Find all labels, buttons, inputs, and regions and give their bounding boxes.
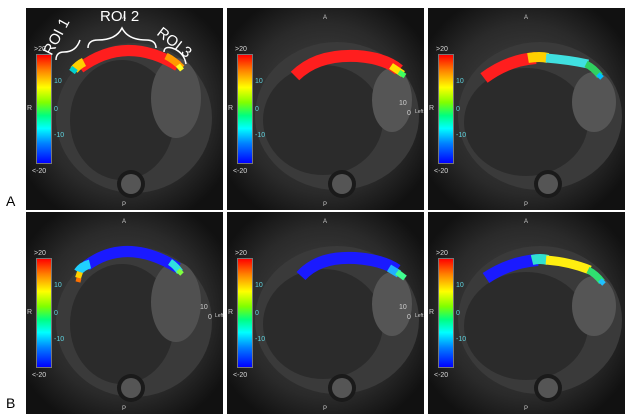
scale-zero-label: 0 bbox=[208, 314, 212, 321]
colorbar-neg10-label: -10 bbox=[456, 336, 467, 343]
mri-image-a2 bbox=[227, 8, 424, 210]
colorbar bbox=[36, 258, 52, 368]
anterior-label: A bbox=[122, 15, 127, 21]
colorbar-bottom-label: <-20 bbox=[434, 372, 449, 379]
posterior-label: P bbox=[323, 406, 328, 412]
colorbar-bottom-label: <-20 bbox=[233, 372, 248, 379]
r-label: R bbox=[228, 105, 234, 112]
colorbar-0-label: 0 bbox=[255, 106, 259, 113]
roi2-label: ROI 2 bbox=[100, 8, 140, 25]
panel-a1: >20 10 0 -10 <-20 R A P ROI 1 ROI 2 ROI … bbox=[26, 8, 223, 210]
panel-a3: >20 10 0 -10 <-20 R A P bbox=[428, 8, 625, 210]
panel-a2: >20 10 0 -10 <-20 R A P 10 0 Left bbox=[227, 8, 424, 210]
colorbar-10-label: 10 bbox=[54, 282, 62, 289]
colorbar-top-label: >20 bbox=[34, 250, 46, 257]
panel-b2: >20 10 0 -10 <-20 R A P 10 0 Left bbox=[227, 212, 424, 414]
scale-zero-label: 0 bbox=[407, 110, 411, 117]
colorbar-0-label: 0 bbox=[54, 310, 58, 317]
colorbar-10-label: 10 bbox=[255, 282, 263, 289]
panel-b3: >20 10 0 -10 <-20 R A P bbox=[428, 212, 625, 414]
anterior-label: A bbox=[122, 219, 127, 225]
scale-tick-label: 10 bbox=[399, 304, 407, 311]
scale-unit-label: Left bbox=[415, 313, 424, 319]
colorbar-bottom-label: <-20 bbox=[434, 168, 449, 175]
roi1-bracket bbox=[55, 39, 81, 61]
colorbar bbox=[438, 54, 454, 164]
colorbar-top-label: >20 bbox=[34, 46, 46, 53]
row-label-a: A bbox=[6, 193, 16, 209]
anterior-label: A bbox=[323, 15, 328, 21]
posterior-label: P bbox=[323, 202, 328, 208]
scale-tick-label: 10 bbox=[399, 100, 407, 107]
scale-unit-label: Left bbox=[415, 109, 424, 115]
colorbar-0-label: 0 bbox=[456, 310, 460, 317]
scale-unit-label: Left bbox=[215, 313, 223, 319]
colorbar-10-label: 10 bbox=[456, 282, 464, 289]
anterior-label: A bbox=[524, 15, 529, 21]
colorbar-0-label: 0 bbox=[54, 106, 58, 113]
posterior-label: P bbox=[122, 406, 127, 412]
panel-b1: >20 10 0 -10 <-20 R A P 10 0 Left bbox=[26, 212, 223, 414]
anterior-label: A bbox=[323, 219, 328, 225]
mri-image-b1 bbox=[26, 212, 223, 414]
posterior-label: P bbox=[524, 202, 529, 208]
mri-image-a1 bbox=[26, 8, 223, 210]
roi2-bracket bbox=[87, 26, 157, 49]
colorbar-bottom-label: <-20 bbox=[233, 168, 248, 175]
roi3-bracket bbox=[163, 46, 187, 65]
mri-image-b3 bbox=[428, 212, 625, 414]
r-label: R bbox=[228, 309, 234, 316]
colorbar-neg10-label: -10 bbox=[54, 132, 65, 139]
colorbar-10-label: 10 bbox=[456, 78, 464, 85]
colorbar-neg10-label: -10 bbox=[255, 132, 266, 139]
colorbar-neg10-label: -10 bbox=[456, 132, 467, 139]
colorbar-top-label: >20 bbox=[235, 250, 247, 257]
colorbar-top-label: >20 bbox=[436, 250, 448, 257]
posterior-label: P bbox=[122, 202, 127, 208]
colorbar bbox=[237, 258, 253, 368]
anterior-label: A bbox=[524, 219, 529, 225]
r-label: R bbox=[27, 309, 33, 316]
colorbar-neg10-label: -10 bbox=[255, 336, 266, 343]
r-label: R bbox=[27, 105, 33, 112]
colorbar-10-label: 10 bbox=[54, 78, 62, 85]
colorbar-bottom-label: <-20 bbox=[32, 372, 47, 379]
colorbar-0-label: 0 bbox=[456, 106, 460, 113]
colorbar-top-label: >20 bbox=[235, 46, 247, 53]
scale-tick-label: 10 bbox=[200, 304, 208, 311]
scale-zero-label: 0 bbox=[407, 314, 411, 321]
colorbar-0-label: 0 bbox=[255, 310, 259, 317]
r-label: R bbox=[429, 309, 435, 316]
colorbar-top-label: >20 bbox=[436, 46, 448, 53]
colorbar-neg10-label: -10 bbox=[54, 336, 65, 343]
colorbar-10-label: 10 bbox=[255, 78, 263, 85]
row-label-b: B bbox=[6, 395, 16, 411]
colorbar bbox=[237, 54, 253, 164]
mri-image-a3 bbox=[428, 8, 625, 210]
colorbar bbox=[438, 258, 454, 368]
r-label: R bbox=[429, 105, 435, 112]
mri-image-b2 bbox=[227, 212, 424, 414]
colorbar bbox=[36, 54, 52, 164]
colorbar-bottom-label: <-20 bbox=[32, 168, 47, 175]
posterior-label: P bbox=[524, 406, 529, 412]
